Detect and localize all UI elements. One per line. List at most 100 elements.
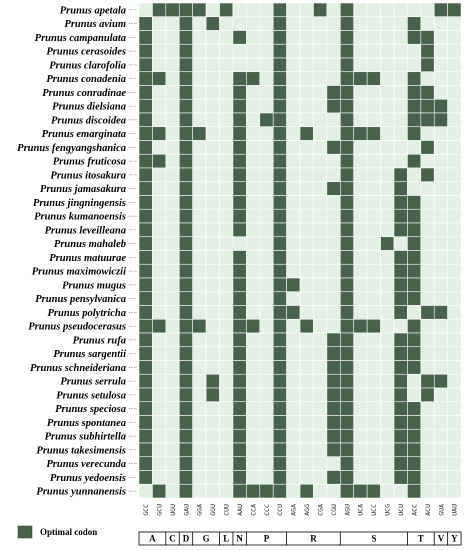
heatmap-cell (433, 30, 448, 45)
heatmap-cell (447, 236, 462, 251)
heatmap-cell (339, 98, 355, 114)
heatmap-cell (138, 222, 153, 238)
heatmap-cell (219, 222, 234, 238)
species-label: Prunus yedoensis (50, 473, 126, 484)
heatmap-cell (299, 43, 314, 59)
heatmap-cell (339, 277, 355, 293)
heatmap-cell (407, 456, 422, 471)
heatmap-cell (339, 263, 355, 279)
heatmap-cell (246, 318, 261, 334)
heatmap-cell (232, 181, 247, 196)
heatmap-cell (299, 85, 314, 100)
heatmap-cell (246, 98, 261, 114)
heatmap-cell (165, 318, 180, 334)
heatmap-cell (192, 442, 207, 458)
heatmap-cell (420, 332, 435, 348)
heatmap-cell (272, 2, 287, 18)
amino-acid-label: A (149, 534, 156, 544)
heatmap-cell (299, 153, 314, 169)
heatmap-cell (272, 30, 287, 45)
amino-acid-box (138, 531, 462, 546)
heatmap-cell (205, 222, 220, 238)
heatmap-cell (259, 85, 274, 100)
species-label: Prunus pseudocerasus (28, 322, 126, 333)
heatmap-cell (178, 195, 193, 210)
heatmap-cell (380, 112, 395, 128)
species-label: Prunus polytricha (48, 308, 126, 319)
heatmap-cell (246, 470, 261, 485)
heatmap-cell (366, 442, 381, 458)
heatmap-cell (299, 181, 314, 196)
heatmap-cell (178, 57, 193, 73)
heatmap-cell (272, 222, 287, 238)
heatmap-cell (272, 332, 287, 348)
heatmap-cell (246, 222, 261, 238)
heatmap-cell (192, 167, 207, 183)
heatmap-cell (299, 428, 314, 444)
heatmap-cell (152, 332, 167, 348)
heatmap-cell (339, 30, 355, 45)
heatmap-cell (152, 71, 167, 86)
heatmap-cell (380, 442, 395, 458)
heatmap-cell (152, 415, 167, 430)
heatmap-cell (366, 415, 381, 430)
heatmap-cell (246, 57, 261, 73)
heatmap-cell (246, 263, 261, 279)
heatmap-cell (205, 332, 220, 348)
heatmap-cell (205, 415, 220, 430)
heatmap-cell (366, 126, 381, 141)
heatmap-cell (447, 318, 462, 334)
heatmap-cell (353, 318, 368, 334)
heatmap-cell (393, 470, 408, 485)
heatmap-cell (407, 153, 422, 169)
heatmap-cell (326, 57, 341, 73)
heatmap-cell (219, 401, 234, 416)
heatmap-cell (219, 167, 234, 183)
heatmap-cell (326, 85, 341, 100)
heatmap-cell (259, 126, 274, 141)
heatmap-cell (339, 16, 355, 31)
heatmap-cell (420, 126, 435, 141)
heatmap-cell (246, 181, 261, 196)
heatmap-cell (205, 236, 220, 251)
heatmap-cell (407, 250, 422, 265)
heatmap-cell (420, 401, 435, 416)
heatmap-cell (246, 346, 261, 361)
heatmap-cell (339, 415, 355, 430)
heatmap-cell (353, 332, 368, 348)
heatmap-cell (259, 250, 274, 265)
heatmap-cell (447, 126, 462, 141)
heatmap-cell (232, 208, 247, 224)
heatmap-cell (246, 208, 261, 224)
heatmap-cell (286, 332, 301, 348)
heatmap-cell (313, 98, 328, 114)
heatmap-cell (420, 442, 435, 458)
heatmap-cell (178, 277, 193, 293)
heatmap-cell (165, 415, 180, 430)
heatmap-cell (259, 346, 274, 361)
heatmap-cell (138, 456, 153, 471)
heatmap-cell (205, 291, 220, 306)
heatmap-cell (299, 2, 314, 18)
heatmap-cell (447, 71, 462, 86)
heatmap-cell (380, 16, 395, 31)
species-label: Prunus sargentii (53, 349, 126, 360)
heatmap-cell (138, 291, 153, 306)
heatmap-cell (407, 112, 422, 128)
heatmap-cell (380, 181, 395, 196)
heatmap-cell (219, 387, 234, 403)
heatmap-cell (433, 387, 448, 403)
heatmap-cell (246, 483, 261, 499)
heatmap-cell (286, 428, 301, 444)
heatmap-cell (232, 30, 247, 45)
heatmap-cell (192, 401, 207, 416)
codon-label: CUU (223, 504, 231, 516)
heatmap-cell (259, 291, 274, 306)
amino-acid-label: P (264, 534, 270, 544)
heatmap-cell (299, 291, 314, 306)
heatmap-cell (152, 222, 167, 238)
heatmap-cell (447, 360, 462, 375)
species-label: Prunus fruticosa (53, 157, 126, 168)
heatmap-cell (152, 360, 167, 375)
heatmap-cell (205, 57, 220, 73)
